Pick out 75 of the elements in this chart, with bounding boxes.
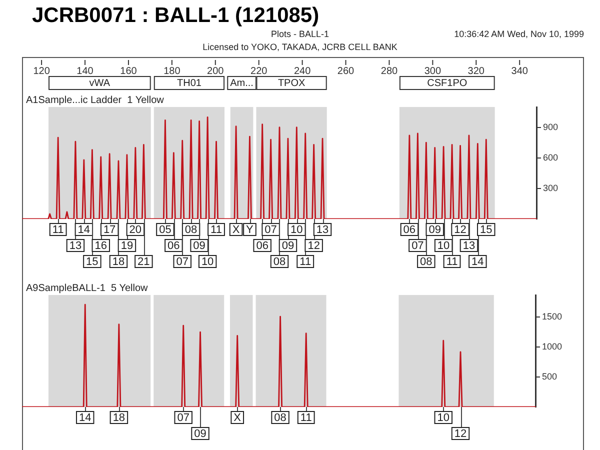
- y-tick-label: 1500: [542, 312, 562, 322]
- y-tick-label: 300: [542, 182, 558, 193]
- x-tick-label: 140: [76, 66, 94, 77]
- annotation: 10: [437, 412, 450, 424]
- annotation: 20: [129, 224, 142, 236]
- annotation: 13: [462, 240, 476, 252]
- annotation: 08: [420, 256, 432, 268]
- annotation: 18: [112, 256, 125, 268]
- annotation: 12: [454, 224, 466, 236]
- band-label: Am...: [230, 78, 254, 89]
- chart-subtitle: Plots - BALL-1: [270, 29, 330, 39]
- annotation: 10: [437, 240, 450, 252]
- annotation: 08: [273, 256, 286, 268]
- x-tick-label: 340: [511, 66, 528, 77]
- annotation: 10: [201, 256, 214, 268]
- annotation: X: [234, 412, 242, 424]
- annotation: 15: [86, 256, 98, 268]
- annotation: 07: [412, 240, 424, 252]
- text: A1Sample...ic Ladder 1 Yellow: [26, 95, 165, 106]
- annotation: 10: [290, 224, 303, 236]
- annotation: X: [232, 224, 240, 236]
- annotation: 19: [120, 240, 134, 252]
- x-tick-label: 320: [468, 66, 485, 77]
- annotation: 11: [210, 224, 222, 236]
- annotation: 13: [316, 224, 329, 236]
- band-label: vWA: [89, 78, 110, 89]
- x-tick-label: 220: [250, 66, 268, 77]
- annotation: 11: [52, 224, 64, 236]
- annotation: 14: [78, 224, 90, 236]
- x-tick-label: 280: [380, 66, 398, 77]
- y-tick-label: 500: [542, 372, 558, 382]
- x-tick-label: 300: [424, 66, 442, 77]
- chart-title: A9SampleBALL-1 5 Yellow: [26, 283, 149, 294]
- x-tick-label: 160: [120, 66, 138, 77]
- y-tick-label: 1000: [542, 342, 562, 352]
- annotation: 08: [274, 412, 286, 424]
- annotation: Y: [246, 224, 254, 236]
- annotation: 21: [138, 256, 150, 268]
- annotation: 11: [300, 256, 312, 268]
- x-tick-label: 240: [294, 66, 312, 77]
- text: 10:36:42 AM Wed, Nov 10, 1999: [454, 29, 584, 39]
- chart-title: JCRB0071 : BALL-1 (121085): [32, 4, 320, 28]
- annotation: 06: [256, 240, 268, 252]
- x-tick-label: 180: [164, 66, 181, 77]
- annotation: 07: [177, 412, 190, 424]
- annotation: 09: [194, 428, 206, 440]
- x-tick-label: 120: [33, 66, 50, 77]
- annotation: 13: [69, 240, 82, 252]
- band-label: TPOX: [278, 78, 306, 89]
- annotation: 17: [103, 224, 116, 236]
- annotation: 16: [94, 240, 107, 252]
- annotation: 09: [282, 240, 294, 252]
- y-tick-label: 600: [542, 152, 558, 162]
- annotation: 18: [112, 412, 126, 424]
- annotation: 15: [480, 224, 492, 236]
- x-tick-label: 260: [337, 66, 355, 77]
- annotation: 14: [472, 256, 484, 268]
- annotation: 05: [159, 224, 172, 236]
- annotation: 12: [308, 240, 320, 252]
- text: Licensed to YOKO, TAKADA, JCRB CELL BANK: [202, 42, 398, 52]
- annotation: 08: [184, 224, 198, 236]
- band-label: CSF1PO: [427, 78, 468, 89]
- annotation: 06: [403, 224, 416, 236]
- annotation: 07: [264, 224, 277, 236]
- annotation: 11: [446, 256, 458, 268]
- annotation: 14: [78, 412, 92, 424]
- annotation: 12: [454, 428, 467, 440]
- y-tick-label: 900: [542, 122, 558, 132]
- annotation: 07: [176, 256, 188, 268]
- annotation: 11: [300, 412, 312, 424]
- annotation: 06: [168, 240, 180, 252]
- annotation: 09: [428, 224, 441, 236]
- annotation: 09: [193, 240, 206, 252]
- x-tick-label: 200: [207, 66, 224, 77]
- band-label: TH01: [176, 78, 202, 89]
